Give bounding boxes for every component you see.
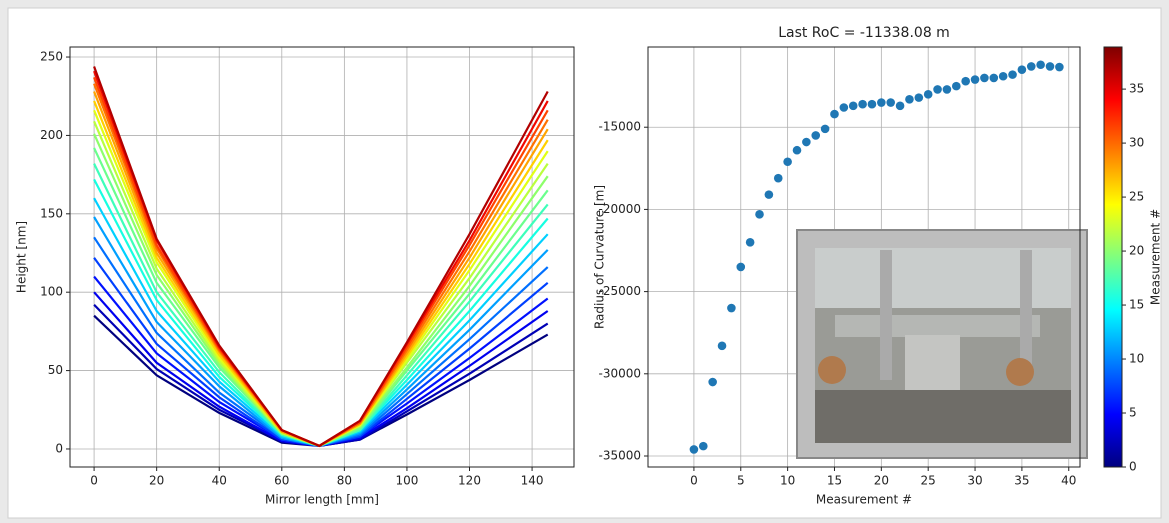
y-axis-label: Height [nm]	[15, 221, 29, 293]
x-tick-label: 10	[780, 474, 795, 488]
x-tick-label: 5	[737, 474, 745, 488]
colorbar-tick-label: 25	[1129, 190, 1144, 204]
y-tick-label: 100	[40, 285, 63, 299]
photo-coil	[818, 356, 846, 384]
point	[1026, 62, 1036, 71]
point	[998, 71, 1008, 81]
point	[1008, 70, 1017, 79]
point	[717, 341, 727, 351]
point	[745, 237, 755, 247]
point	[698, 441, 708, 451]
x-axis-label: Mirror length [mm]	[265, 493, 379, 507]
point	[914, 93, 924, 102]
point	[736, 262, 746, 272]
colorbar-tick-label: 30	[1129, 136, 1144, 150]
point	[989, 73, 999, 83]
point	[961, 76, 970, 86]
point	[689, 445, 699, 454]
photo-bench	[815, 390, 1071, 443]
y-tick-label: -25000	[598, 284, 641, 298]
plot-frame	[69, 46, 575, 468]
point	[1045, 62, 1055, 71]
point	[848, 101, 858, 111]
x-tick-label: 30	[967, 474, 982, 488]
y-tick-label: -35000	[598, 448, 641, 462]
colorbar-tick-label: 5	[1129, 406, 1137, 420]
point	[727, 303, 736, 313]
inset-photo	[796, 229, 1088, 459]
x-tick-label: 120	[458, 474, 481, 488]
colorbar-tick-label: 10	[1129, 352, 1144, 366]
point	[942, 85, 952, 94]
colorbar-tick-label: 35	[1129, 82, 1144, 96]
x-tick-label: 60	[274, 474, 289, 488]
colorbar	[1103, 46, 1123, 468]
x-tick-label: 0	[690, 474, 698, 488]
x-tick-label: 20	[149, 474, 164, 488]
point	[811, 131, 821, 140]
y-tick-label: 250	[40, 50, 63, 64]
y-tick-label: -20000	[598, 202, 641, 216]
point	[980, 73, 989, 83]
line-series	[93, 66, 549, 448]
colorbar-tick-label: 20	[1129, 244, 1144, 258]
x-tick-label: 20	[874, 474, 889, 488]
point	[755, 210, 764, 219]
colorbar-tick-label: 15	[1129, 298, 1144, 312]
point	[1036, 60, 1045, 70]
x-tick-label: 0	[90, 474, 98, 488]
photo-stand	[880, 250, 892, 380]
photo-wall	[815, 248, 1071, 308]
y-tick-label: -15000	[598, 120, 641, 134]
y-tick-label: -30000	[598, 366, 641, 380]
point	[783, 157, 792, 167]
point	[820, 124, 830, 134]
point	[792, 145, 802, 155]
colorbar-label: Measurement #	[1149, 209, 1163, 305]
point	[830, 109, 839, 119]
point	[867, 99, 877, 109]
point	[933, 85, 942, 94]
photo-rail	[835, 315, 1040, 337]
point	[886, 98, 896, 107]
y-tick-label: 150	[40, 206, 63, 220]
point	[773, 173, 783, 183]
point	[923, 90, 933, 99]
point	[905, 94, 914, 104]
photo-coil	[1006, 358, 1034, 386]
x-tick-label: 40	[212, 474, 227, 488]
point	[877, 98, 886, 107]
point	[970, 75, 980, 84]
point	[802, 137, 811, 147]
x-tick-label: 140	[521, 474, 544, 488]
x-tick-label: 15	[827, 474, 842, 488]
point	[708, 377, 717, 387]
x-tick-label: 100	[395, 474, 418, 488]
chart-title: Last RoC = -11338.08 m	[778, 25, 950, 41]
x-tick-label: 80	[337, 474, 352, 488]
x-tick-label: 40	[1061, 474, 1076, 488]
point	[895, 101, 905, 111]
point	[858, 99, 867, 109]
colorbar-tick-label: 0	[1129, 460, 1137, 474]
y-axis-label: Radius of Curvature [m]	[593, 185, 607, 329]
photo-stand	[1020, 250, 1032, 380]
point	[1017, 65, 1027, 74]
point	[952, 81, 961, 91]
y-tick-label: 200	[40, 128, 63, 142]
x-tick-label: 25	[921, 474, 936, 488]
point	[764, 190, 774, 199]
point	[839, 103, 849, 112]
y-tick-label: 0	[55, 441, 63, 455]
x-tick-label: 35	[1014, 474, 1029, 488]
plot-frame	[647, 46, 1081, 468]
point	[1055, 62, 1064, 72]
x-axis-label: Measurement #	[816, 493, 912, 507]
y-tick-label: 50	[48, 363, 63, 377]
photo-block	[905, 335, 960, 390]
